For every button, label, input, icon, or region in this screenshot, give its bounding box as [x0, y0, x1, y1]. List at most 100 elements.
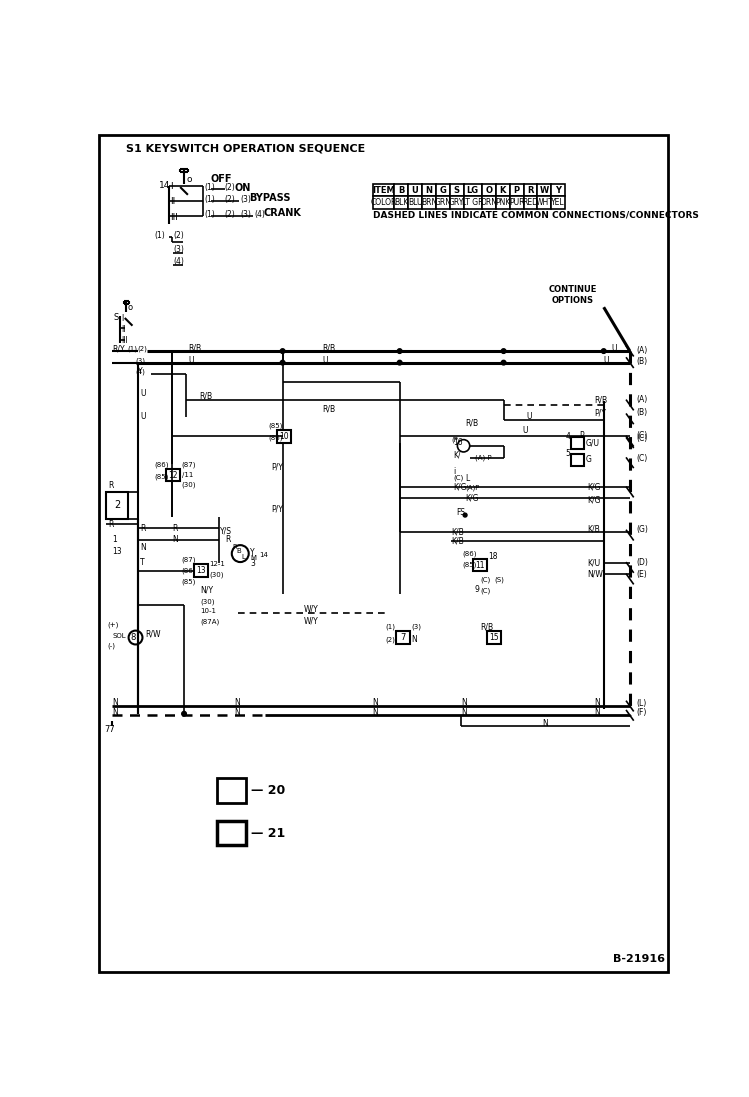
Text: LG: LG: [467, 185, 479, 194]
Text: N/W: N/W: [586, 569, 603, 579]
Bar: [524, 196, 538, 208]
Bar: [464, 196, 482, 208]
Text: U: U: [323, 355, 328, 365]
Text: Y: Y: [138, 367, 142, 376]
Text: Y: Y: [250, 547, 255, 556]
Text: 1: 1: [112, 535, 117, 544]
Text: 11: 11: [475, 561, 485, 569]
Text: (C): (C): [454, 475, 464, 482]
Text: 18: 18: [488, 552, 497, 562]
Text: N: N: [373, 708, 378, 716]
Text: CONTINUE
OPTIONS: CONTINUE OPTIONS: [549, 285, 597, 305]
Text: (2): (2): [225, 211, 236, 219]
Text: (4): (4): [136, 369, 145, 375]
Text: BLK: BLK: [394, 197, 408, 207]
Text: (G): (G): [636, 525, 648, 534]
Bar: [408, 196, 422, 208]
Text: SOL: SOL: [112, 633, 126, 638]
Bar: [436, 184, 449, 196]
Bar: [395, 631, 410, 644]
Text: N: N: [595, 708, 600, 716]
Text: 16: 16: [454, 438, 463, 448]
Text: (87): (87): [182, 461, 196, 467]
Text: II: II: [121, 325, 126, 333]
Text: R/B: R/B: [595, 395, 607, 404]
Text: ITEM: ITEM: [372, 185, 395, 194]
Text: W/Y: W/Y: [303, 604, 318, 613]
Text: 77: 77: [105, 725, 115, 734]
Text: (1): (1): [128, 346, 138, 352]
Text: (-): (-): [108, 643, 116, 649]
Text: (2): (2): [173, 231, 184, 240]
Text: BRN: BRN: [421, 197, 437, 207]
Text: BYPASS: BYPASS: [249, 193, 291, 203]
Text: o: o: [187, 174, 192, 184]
Text: K/G: K/G: [454, 483, 467, 491]
Text: (S): (S): [494, 577, 504, 583]
Bar: [482, 184, 496, 196]
Text: 3: 3: [250, 559, 255, 568]
Circle shape: [463, 513, 467, 517]
Text: O: O: [485, 185, 493, 194]
Text: M: M: [250, 555, 256, 562]
Text: 7: 7: [400, 633, 405, 642]
Text: (3): (3): [173, 245, 184, 253]
Text: G: G: [440, 185, 446, 194]
Text: (A)P: (A)P: [465, 484, 479, 490]
Text: 2: 2: [114, 500, 120, 510]
Bar: [217, 821, 246, 846]
Circle shape: [501, 360, 506, 365]
Text: 13: 13: [112, 546, 122, 556]
Bar: [373, 196, 394, 208]
Text: (30): (30): [200, 598, 215, 604]
Text: (E): (E): [636, 569, 647, 579]
Text: S1 KEYSWITCH OPERATION SEQUENCE: S1 KEYSWITCH OPERATION SEQUENCE: [127, 144, 366, 154]
Text: WHT: WHT: [536, 197, 554, 207]
Text: U: U: [412, 185, 419, 194]
Text: (3): (3): [136, 358, 145, 363]
Text: (86): (86): [182, 567, 196, 574]
Text: 12-1: 12-1: [210, 562, 225, 567]
Bar: [464, 184, 482, 196]
Bar: [422, 196, 436, 208]
Text: N: N: [112, 708, 118, 716]
Text: B: B: [398, 185, 404, 194]
Circle shape: [397, 360, 402, 365]
Bar: [166, 468, 181, 482]
Text: BLU: BLU: [407, 197, 422, 207]
Text: R: R: [232, 544, 237, 551]
Text: 8: 8: [130, 633, 136, 642]
Text: U: U: [140, 389, 145, 398]
Text: R: R: [140, 523, 145, 533]
Text: R: R: [225, 535, 230, 544]
Text: 15: 15: [489, 633, 498, 642]
Text: (F): (F): [636, 709, 646, 717]
Text: OFF: OFF: [211, 174, 232, 184]
Text: Y: Y: [555, 185, 561, 194]
Text: PUR: PUR: [509, 197, 524, 207]
Text: (30): (30): [182, 482, 196, 487]
Text: ON: ON: [234, 183, 250, 193]
Text: N: N: [461, 708, 467, 716]
Text: U: U: [523, 426, 528, 434]
Text: III: III: [170, 213, 178, 222]
Bar: [473, 559, 487, 572]
Text: YEL: YEL: [551, 197, 565, 207]
Text: K/G: K/G: [586, 495, 600, 505]
Text: W/Y: W/Y: [303, 617, 318, 625]
Text: N: N: [461, 699, 467, 708]
Text: N: N: [112, 699, 118, 708]
Bar: [394, 184, 408, 196]
Text: I: I: [121, 314, 124, 324]
Text: 10: 10: [279, 432, 289, 441]
Text: (2): (2): [385, 636, 395, 643]
Text: (85): (85): [154, 473, 169, 479]
Text: (1): (1): [204, 195, 216, 204]
Text: RED: RED: [523, 197, 539, 207]
Text: II: II: [170, 197, 175, 206]
Text: B-21916: B-21916: [613, 954, 665, 964]
Bar: [551, 196, 565, 208]
Text: i: i: [454, 467, 456, 476]
Text: (C): (C): [636, 454, 647, 463]
Text: K/B: K/B: [451, 528, 464, 536]
